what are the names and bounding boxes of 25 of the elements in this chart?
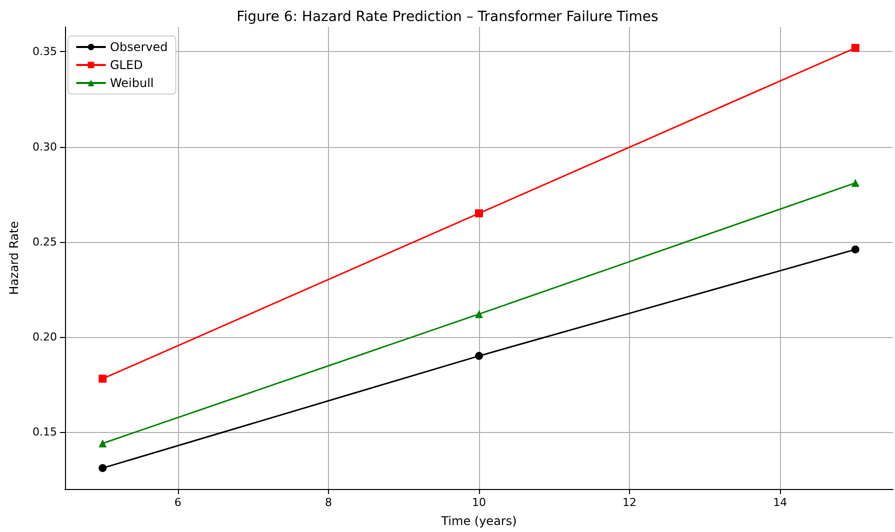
y-tick-label: 0.25 bbox=[32, 235, 57, 248]
point bbox=[98, 439, 107, 448]
point bbox=[851, 44, 860, 52]
point bbox=[851, 245, 860, 254]
x-axis-title: Time (years) bbox=[440, 514, 517, 528]
x-tick-label: 12 bbox=[622, 496, 637, 509]
point bbox=[475, 310, 483, 318]
legend-label: Observed bbox=[110, 40, 168, 54]
point bbox=[475, 352, 483, 360]
y-tick-label: 0.35 bbox=[32, 45, 57, 58]
x-tick-label: 6 bbox=[174, 496, 182, 509]
x-tick-label: 14 bbox=[773, 496, 788, 509]
legend-label: Weibull bbox=[110, 76, 154, 90]
point bbox=[98, 464, 107, 472]
point bbox=[851, 178, 860, 187]
x-tick-label: 8 bbox=[324, 496, 332, 509]
point bbox=[98, 374, 107, 383]
legend-label: GLED bbox=[110, 58, 143, 72]
y-tick-label: 0.15 bbox=[32, 425, 57, 438]
point bbox=[475, 209, 483, 218]
chart-title: Figure 6: Hazard Rate Prediction – Transformer Failure Times bbox=[236, 9, 658, 25]
x-tick-label: 10 bbox=[472, 496, 486, 509]
y-axis-title: Hazard Rate bbox=[7, 221, 21, 295]
y-tick-label: 0.20 bbox=[32, 330, 57, 344]
y-tick-label: 0.30 bbox=[32, 140, 57, 154]
